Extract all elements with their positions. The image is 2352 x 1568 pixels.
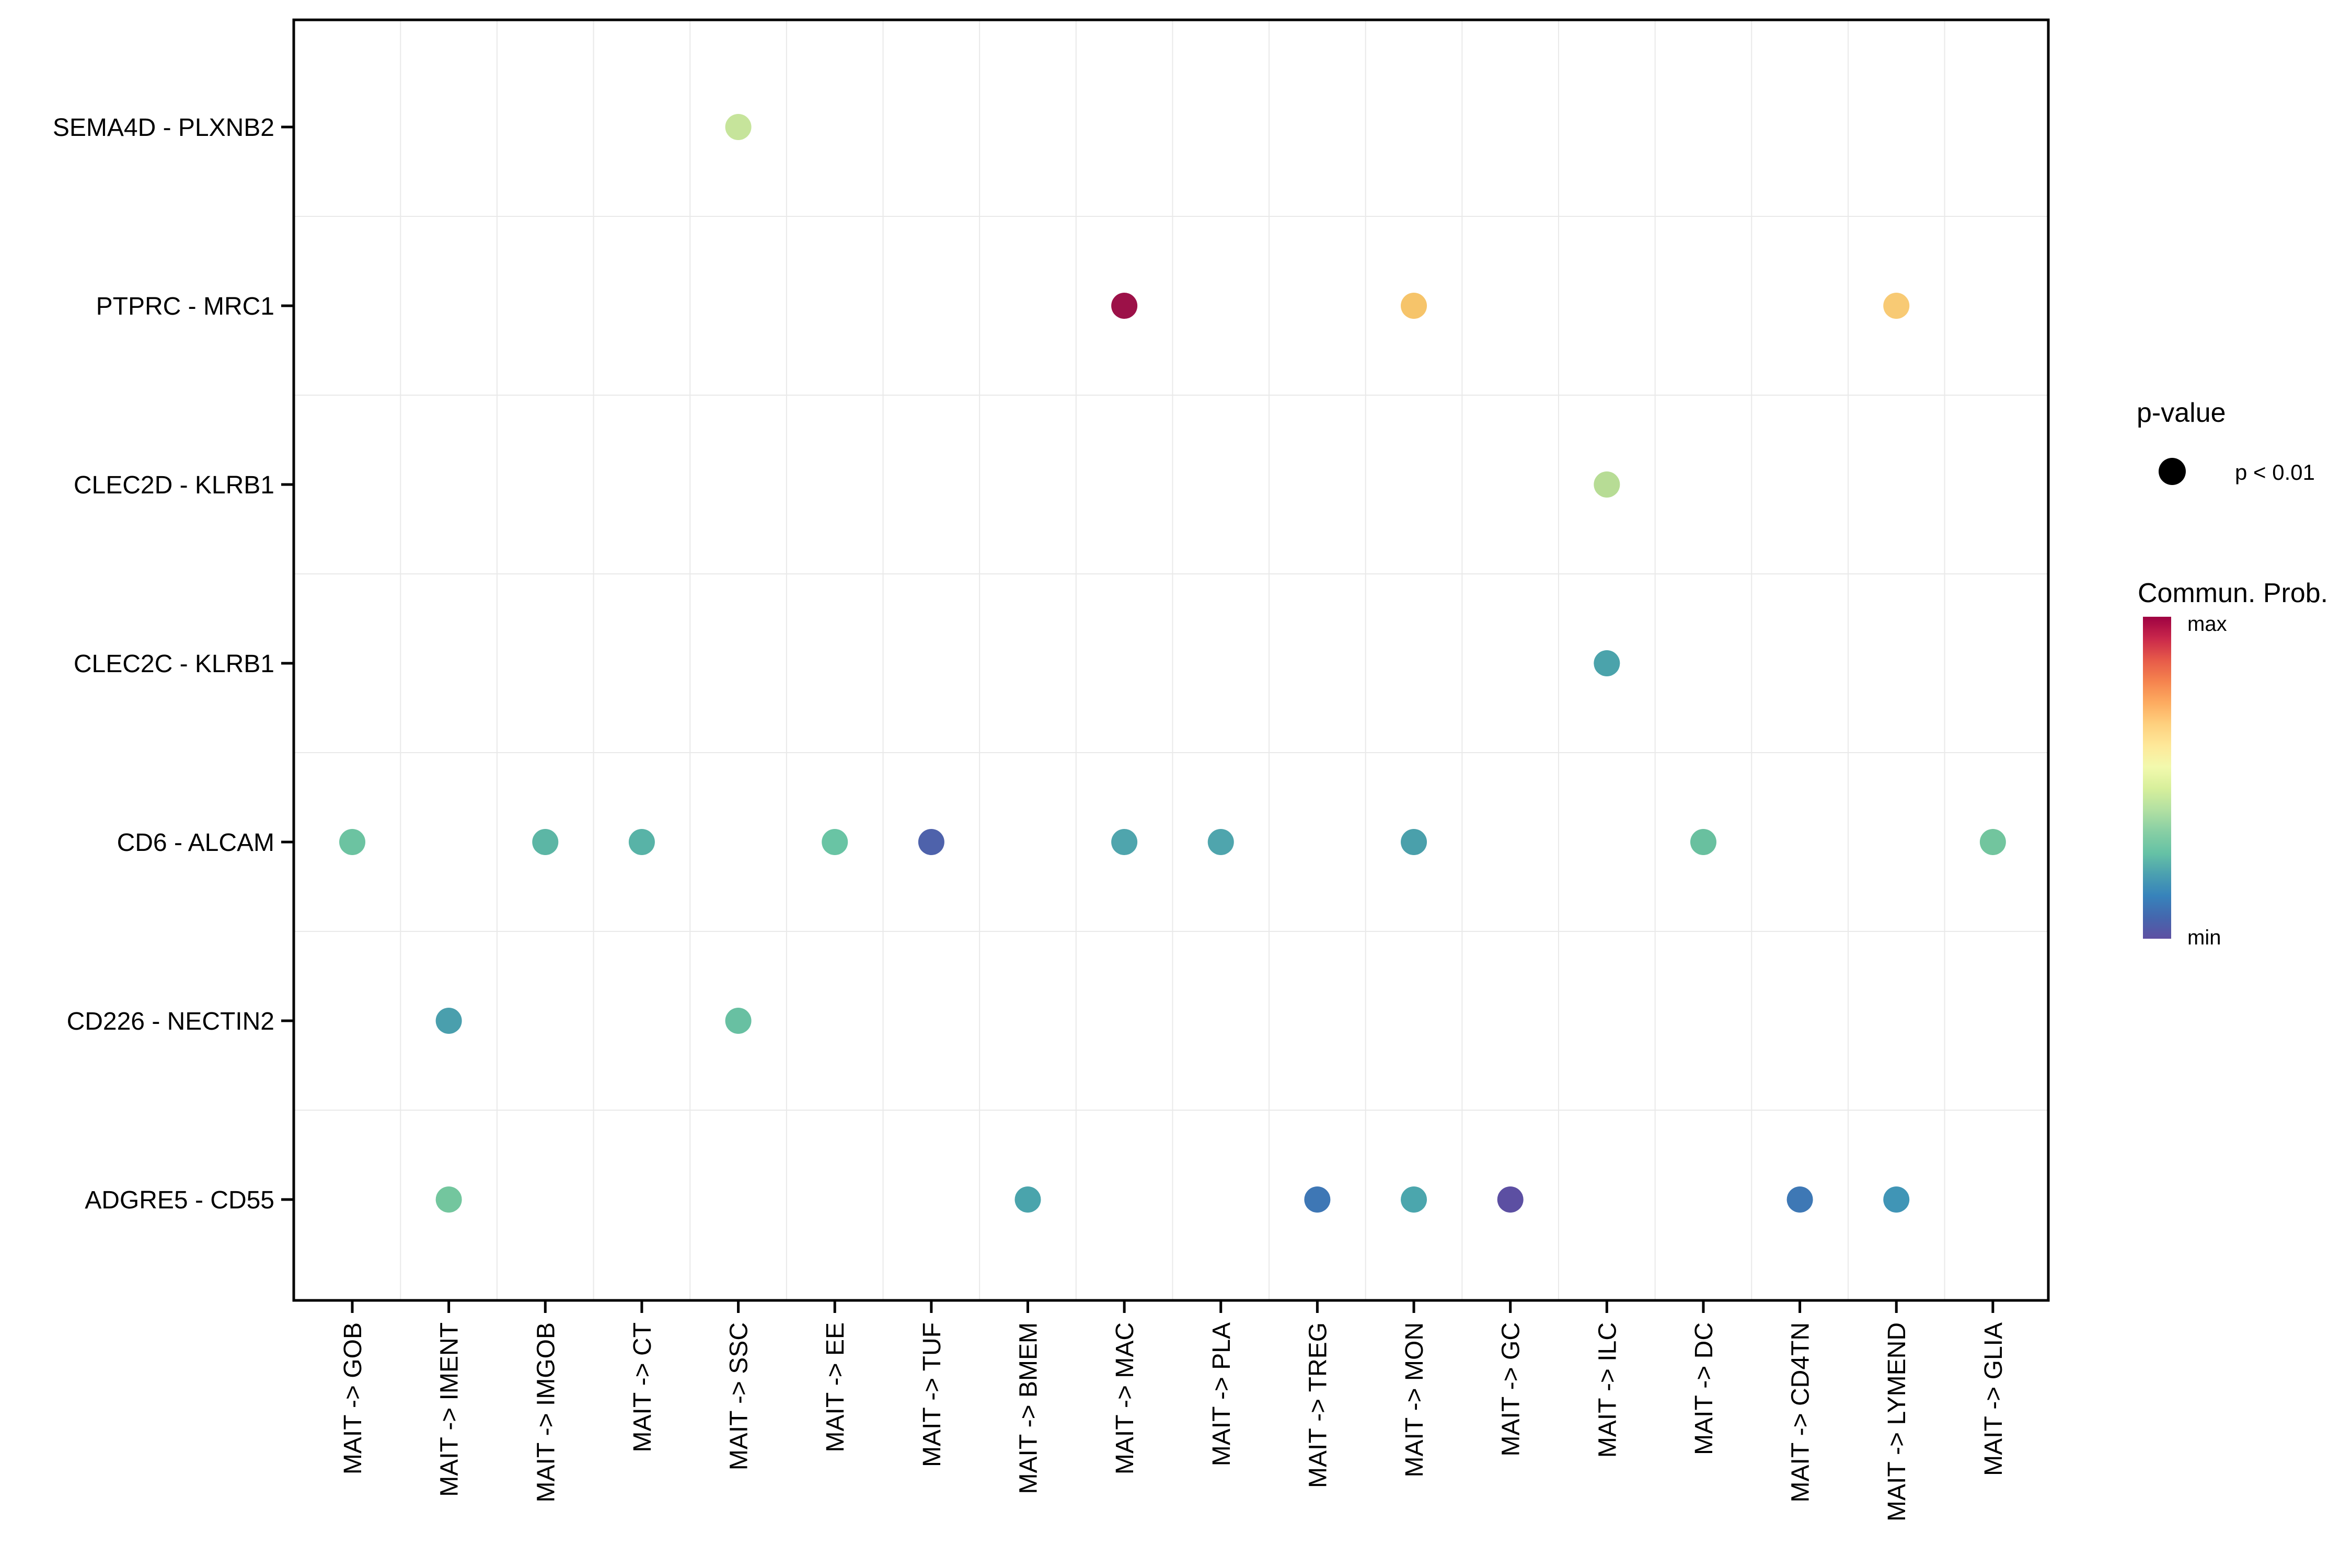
x-axis-label: MAIT -> PLA: [1208, 1322, 1236, 1466]
x-axis-label: MAIT -> GOB: [339, 1322, 367, 1474]
data-dot: [918, 829, 944, 855]
data-dot: [532, 829, 559, 855]
data-dot: [628, 829, 655, 855]
y-axis-label: CLEC2C - KLRB1: [74, 650, 274, 678]
x-axis-label: MAIT -> CT: [629, 1322, 656, 1452]
x-axis-label: MAIT -> MAC: [1111, 1322, 1139, 1474]
data-dot: [725, 1008, 752, 1034]
pvalue-legend-dot-icon: [2159, 458, 2186, 485]
pvalue-legend-item-label: p < 0.01: [2235, 460, 2315, 485]
y-axis-label: SEMA4D - PLXNB2: [53, 114, 274, 142]
data-dot: [725, 114, 752, 140]
y-axis-label: ADGRE5 - CD55: [85, 1186, 274, 1214]
x-axis-label: MAIT -> BMEM: [1014, 1322, 1042, 1494]
data-dot: [1690, 829, 1716, 855]
data-dot: [1401, 829, 1427, 855]
data-dot: [1594, 650, 1620, 676]
data-dot: [822, 829, 848, 855]
x-axis-label: MAIT -> EE: [822, 1322, 849, 1452]
data-dot: [1304, 1186, 1331, 1213]
data-dot: [435, 1008, 462, 1034]
x-axis-label: MAIT -> SSC: [725, 1322, 753, 1470]
data-dot: [1014, 1186, 1041, 1213]
data-dot: [1111, 293, 1138, 319]
x-axis-label: MAIT -> TUF: [918, 1322, 946, 1467]
x-axis-label: MAIT -> IMGOB: [532, 1322, 560, 1502]
y-axis-label: CLEC2D - KLRB1: [74, 471, 274, 499]
x-axis-label: MAIT -> MON: [1401, 1322, 1428, 1477]
colorbar-gradient: [2143, 617, 2171, 939]
data-dot: [1594, 471, 1620, 498]
x-axis-label: MAIT -> ILC: [1594, 1322, 1621, 1458]
colorbar-min-label: min: [2187, 926, 2221, 949]
x-axis-label: MAIT -> DC: [1690, 1322, 1718, 1455]
data-dot: [339, 829, 365, 855]
y-axis-label: PTPRC - MRC1: [96, 293, 274, 320]
data-dot: [1497, 1186, 1524, 1213]
x-axis-label: MAIT -> CD4TN: [1787, 1322, 1815, 1502]
data-dot: [1786, 1186, 1813, 1213]
pvalue-legend-title: p-value: [2137, 398, 2226, 428]
data-dot: [1883, 1186, 1910, 1213]
x-axis-label: MAIT -> LYMEND: [1883, 1322, 1911, 1521]
data-dot: [1883, 293, 1910, 319]
data-dot: [1207, 829, 1234, 855]
x-axis-label: MAIT -> GC: [1497, 1322, 1525, 1456]
data-dot: [1111, 829, 1138, 855]
data-dot: [1979, 829, 2006, 855]
x-axis-label: MAIT -> GLIA: [1980, 1322, 2008, 1476]
y-axis-label: CD226 - NECTIN2: [67, 1008, 274, 1035]
colorbar-title: Commun. Prob.: [2138, 578, 2328, 608]
data-dot: [1401, 293, 1427, 319]
y-axis-label: CD6 - ALCAM: [117, 829, 274, 857]
data-dot: [435, 1186, 462, 1213]
plot-panel-border: [292, 18, 2050, 1302]
x-axis-label: MAIT -> TREG: [1304, 1322, 1332, 1488]
data-dot: [1401, 1186, 1427, 1213]
x-axis-label: MAIT -> IMENT: [436, 1322, 464, 1497]
colorbar-max-label: max: [2187, 613, 2227, 636]
